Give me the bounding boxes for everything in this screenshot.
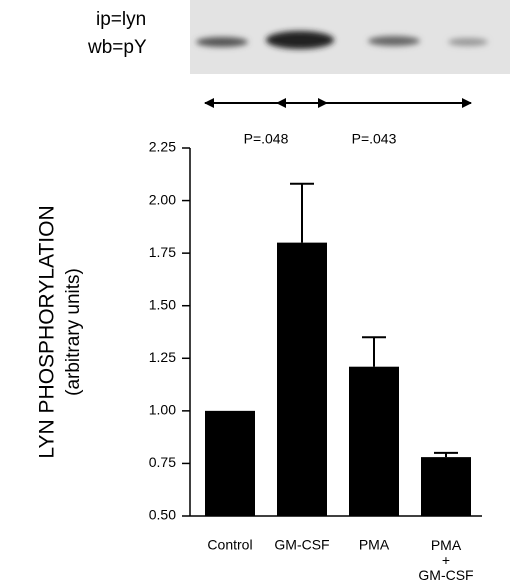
error-bar (290, 182, 314, 243)
x-tick-label: PMA + GM-CSF (418, 537, 473, 583)
blot-band (368, 36, 420, 46)
y-tick-label: 1.50 (149, 296, 176, 312)
blot-bands (196, 31, 488, 49)
p-value: P=.043 (352, 131, 397, 147)
y-tick-label: 1.75 (149, 244, 176, 260)
blot-background (190, 0, 510, 74)
y-tick-label: 2.00 (149, 191, 176, 207)
blot-label: ip=lyn (96, 9, 146, 30)
bar (349, 366, 399, 516)
x-tick-label: PMA (359, 537, 390, 553)
bar (421, 457, 471, 516)
p-value: P=.048 (244, 131, 289, 147)
y-tick-label: 0.50 (149, 507, 176, 523)
blot-band (266, 31, 334, 49)
blot-band (448, 38, 488, 46)
error-bar (434, 451, 458, 458)
error-bar (362, 336, 386, 367)
bar (205, 410, 255, 516)
y-tick-label: 1.00 (149, 402, 176, 418)
y-tick-label: 0.75 (149, 454, 176, 470)
y-axis-title: LYN PHOSPHORYLATION (arbitrary units) (36, 205, 84, 458)
x-tick-label: Control (207, 537, 252, 553)
y-axis-label: LYN PHOSPHORYLATION (36, 205, 59, 458)
blot-band (196, 37, 248, 47)
y-tick-label: 2.25 (149, 139, 176, 155)
x-tick-label: GM-CSF (274, 537, 329, 553)
y-axis-units: (arbitrary units) (63, 268, 84, 396)
y-tick-label: 1.25 (149, 349, 176, 365)
blot-label: wb=pY (87, 37, 147, 58)
bar (277, 242, 327, 516)
